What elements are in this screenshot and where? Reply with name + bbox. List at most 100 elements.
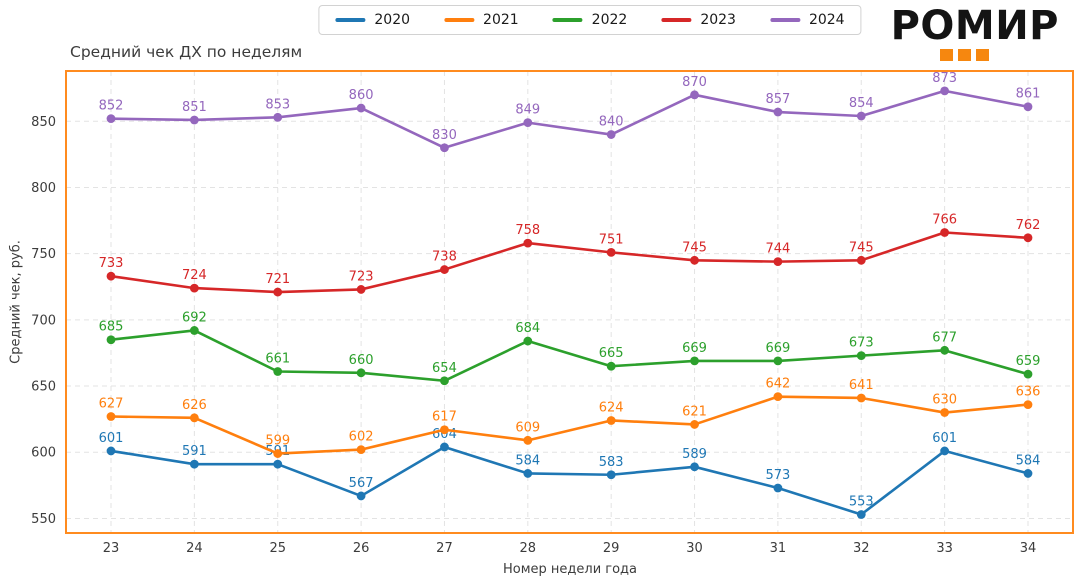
data-label-2023: 724 — [182, 268, 207, 283]
x-axis-label: Номер недели года — [502, 562, 638, 577]
legend-label: 2024 — [808, 12, 845, 28]
x-tick-label: 27 — [436, 541, 453, 556]
data-point-2021 — [940, 408, 950, 417]
data-label-2021: 636 — [1016, 385, 1041, 400]
logo-accent-square — [958, 49, 972, 61]
data-point-2023 — [356, 285, 366, 294]
data-point-2023 — [189, 283, 199, 293]
data-point-2020 — [189, 459, 199, 469]
data-label-2022: 660 — [349, 353, 374, 368]
data-point-2022 — [189, 326, 199, 335]
data-point-2022 — [940, 345, 950, 355]
x-tick-label: 33 — [936, 541, 953, 556]
x-tick-label: 29 — [603, 541, 620, 556]
data-point-2024 — [189, 115, 199, 125]
series-line-2021 — [109, 395, 1030, 455]
y-axis-label: Средний чек, руб. — [8, 240, 24, 364]
data-point-2022 — [440, 376, 449, 386]
data-point-2021 — [273, 449, 283, 458]
data-point-2021 — [773, 392, 783, 402]
y-tick-label: 600 — [31, 446, 56, 461]
x-tick-label: 28 — [520, 541, 537, 556]
data-point-2024 — [773, 107, 783, 117]
data-label-2023: 738 — [432, 250, 457, 265]
y-tick-label: 550 — [31, 512, 56, 527]
data-label-2021: 630 — [932, 393, 957, 408]
data-point-2022 — [1023, 369, 1033, 379]
data-label-2020: 553 — [849, 494, 874, 509]
data-point-2020 — [356, 491, 366, 501]
data-label-2021: 624 — [599, 400, 624, 415]
x-tick-label: 31 — [770, 541, 787, 556]
data-label-2023: 733 — [99, 256, 124, 271]
data-label-2023: 745 — [682, 240, 707, 255]
romir-logo-text: РОМИР — [890, 3, 1059, 49]
data-label-2024: 840 — [599, 115, 624, 130]
plot-border — [65, 70, 1074, 534]
data-label-2021: 627 — [99, 397, 124, 412]
data-point-2024 — [106, 114, 116, 124]
logo-accent-square — [976, 49, 990, 61]
data-label-2020: 584 — [515, 453, 540, 468]
data-point-2021 — [523, 435, 533, 445]
data-label-2020: 584 — [1016, 453, 1041, 468]
x-tick-label: 24 — [186, 541, 203, 556]
data-label-2023: 723 — [349, 269, 374, 284]
legend-line-swatch — [444, 18, 475, 22]
data-point-2023 — [606, 247, 616, 257]
data-point-2022 — [273, 367, 283, 376]
data-label-2021: 626 — [182, 398, 207, 413]
data-point-2023 — [106, 271, 116, 281]
data-label-2021: 602 — [349, 430, 374, 445]
data-point-2022 — [523, 336, 533, 346]
data-label-2022: 685 — [99, 320, 124, 335]
data-label-2020: 591 — [182, 444, 207, 459]
data-point-2020 — [106, 446, 116, 456]
data-label-2024: 861 — [1016, 87, 1041, 102]
data-label-2022: 661 — [265, 351, 290, 366]
data-label-2021: 641 — [849, 378, 874, 393]
data-label-2021: 609 — [515, 420, 540, 435]
data-label-2022: 677 — [932, 330, 957, 345]
legend-item-2020: 2020 — [335, 12, 410, 28]
data-point-2022 — [606, 361, 616, 371]
data-label-2020: 567 — [349, 476, 374, 491]
data-label-2024: 852 — [99, 99, 124, 114]
data-point-2024 — [606, 130, 616, 139]
chart-legend: 2020 2021 2022 2023 2024 — [318, 5, 862, 35]
data-label-2023: 758 — [515, 223, 540, 238]
data-point-2024 — [523, 118, 533, 128]
data-point-2024 — [356, 103, 366, 113]
y-tick-label: 800 — [31, 181, 56, 196]
data-point-2020 — [440, 442, 449, 452]
data-label-2022: 665 — [599, 346, 624, 361]
series-line-2022 — [109, 329, 1030, 383]
legend-label: 2023 — [700, 12, 736, 28]
data-label-2023: 744 — [765, 242, 790, 257]
x-tick-label: 30 — [686, 541, 703, 556]
chart-title: Средний чек ДХ по неделям — [70, 43, 303, 61]
data-label-2022: 659 — [1016, 354, 1041, 369]
data-label-2021: 599 — [265, 434, 290, 449]
data-label-2024: 870 — [682, 75, 707, 90]
data-point-2024 — [440, 143, 449, 153]
data-label-2022: 673 — [849, 336, 874, 351]
data-label-2021: 617 — [432, 410, 457, 425]
y-tick-label: 750 — [31, 247, 56, 262]
series-line-2023 — [109, 231, 1030, 294]
data-label-2023: 762 — [1016, 218, 1041, 233]
data-point-2021 — [189, 413, 199, 423]
data-label-2024: 830 — [432, 128, 457, 143]
data-point-2020 — [773, 483, 783, 493]
data-point-2023 — [940, 228, 950, 237]
data-label-2024: 873 — [932, 71, 957, 86]
y-tick-label: 850 — [31, 115, 56, 130]
data-point-2022 — [773, 356, 783, 366]
data-label-2023: 751 — [599, 232, 624, 247]
series-line-2024 — [109, 89, 1030, 150]
data-label-2021: 621 — [682, 404, 707, 419]
data-label-2024: 853 — [265, 97, 290, 112]
x-tick-label: 23 — [103, 541, 120, 556]
